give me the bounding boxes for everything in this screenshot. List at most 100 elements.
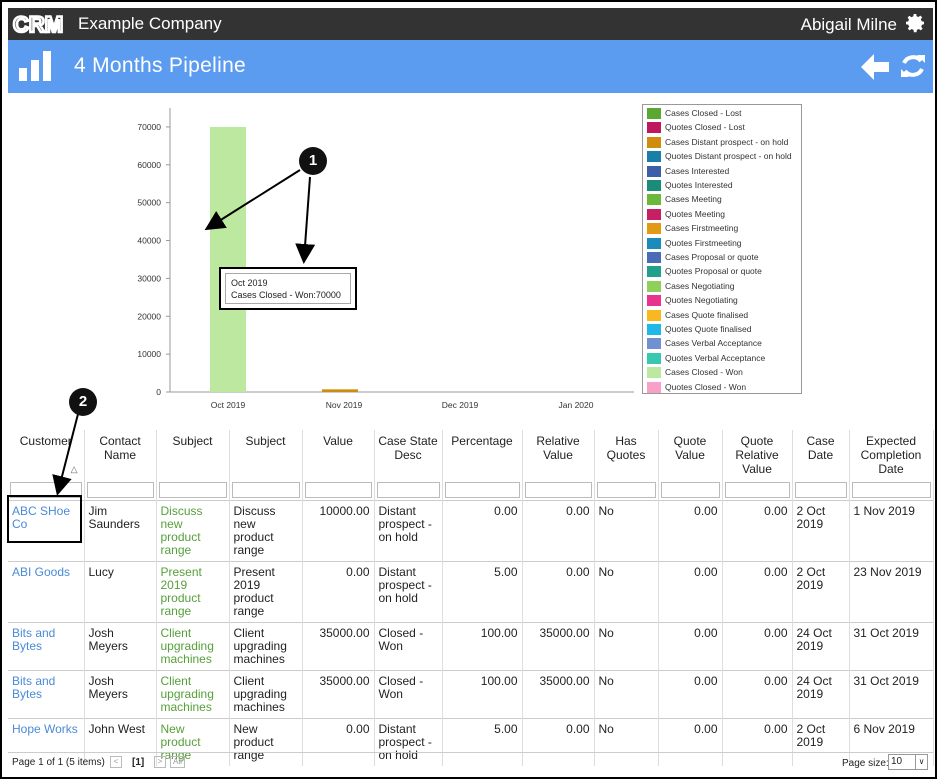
filter-input[interactable] [524, 482, 592, 498]
filter-input[interactable] [596, 482, 656, 498]
pager-all-button[interactable]: All [170, 756, 185, 768]
chevron-down-icon: ∨ [915, 755, 927, 769]
table-row[interactable]: Hope Works John West New product range New … [8, 718, 934, 766]
percentage-cell: 5.00 [442, 718, 523, 766]
has-quotes-cell: No [594, 670, 659, 719]
page-size-select[interactable]: 10 ∨ [888, 754, 928, 770]
column-header[interactable]: Percentage [442, 430, 523, 480]
case-state: Closed - Won [374, 622, 443, 671]
customer-link-text[interactable]: ABC SHoe Co [12, 504, 71, 531]
customer-link[interactable]: Hope Works [8, 718, 85, 766]
legend-swatch [647, 180, 661, 191]
subject-link-text[interactable]: Present 2019 product range [160, 565, 202, 618]
filter-input[interactable] [231, 482, 300, 498]
grid-footer: Page 1 of 1 (5 items) < [1] > All Page s… [8, 752, 933, 772]
filter-input[interactable] [158, 482, 227, 498]
subject-link[interactable]: New product range [156, 718, 230, 766]
subject-link[interactable]: Client upgrading machines [156, 670, 230, 719]
relative-value-cell: 0.00 [522, 500, 595, 562]
customer-link-text[interactable]: ABI Goods [12, 565, 71, 579]
pager-next-button[interactable]: > [154, 756, 166, 768]
column-header[interactable]: Expected Completion Date [849, 430, 934, 480]
contact-name: Josh Meyers [84, 670, 157, 719]
subject-link-text[interactable]: Client upgrading machines [160, 626, 214, 666]
filter-input[interactable] [86, 482, 154, 498]
subject-link[interactable]: Discuss new product range [156, 500, 230, 562]
customer-link-text[interactable]: Bits and Bytes [12, 674, 56, 701]
filter-input[interactable] [851, 482, 931, 498]
legend-swatch [647, 151, 661, 163]
user-name[interactable]: Abigail Milne [800, 15, 897, 34]
subject-link[interactable]: Client upgrading machines [156, 622, 230, 671]
column-header[interactable]: Customer △ [8, 430, 85, 480]
case-state: Distant prospect - on hold [374, 718, 443, 766]
subject-link-text[interactable]: New product range [160, 722, 201, 762]
customer-link[interactable]: ABI Goods [8, 561, 85, 623]
subject-link[interactable]: Present 2019 product range [156, 561, 230, 623]
table-row[interactable]: Bits and Bytes Josh Meyers Client upgradin… [8, 622, 934, 671]
table-row[interactable]: Bits and Bytes Josh Meyers Client upgradin… [8, 670, 934, 719]
column-header[interactable]: Value [302, 430, 375, 480]
refresh-icon[interactable] [899, 52, 927, 80]
case-date-cell: 2 Oct 2019 [792, 718, 850, 766]
highlight-box [7, 495, 82, 543]
legend-swatch [647, 367, 661, 379]
customer-link-text[interactable]: Bits and Bytes [12, 626, 56, 653]
filter-input[interactable] [724, 482, 790, 498]
column-header[interactable]: Has Quotes [594, 430, 659, 480]
filter-cell [849, 480, 934, 501]
page-size-label: Page size: [842, 758, 889, 769]
y-tick-label: 10000 [137, 349, 161, 359]
column-header[interactable]: Relative Value [522, 430, 595, 480]
value-cell: 0.00 [302, 718, 375, 766]
x-tick-label: Jan 2020 [559, 400, 594, 410]
filter-input[interactable] [376, 482, 440, 498]
quote-relative-value-cell: 0.00 [722, 622, 793, 671]
legend-swatch [647, 122, 661, 134]
filter-input[interactable] [444, 482, 520, 498]
subject-link-text[interactable]: Discuss new product range [160, 504, 203, 557]
table-row[interactable]: ABI Goods Lucy Present 2019 product range P… [8, 561, 934, 623]
quote-value-cell: 0.00 [658, 500, 723, 562]
customer-link-text[interactable]: Hope Works [12, 722, 78, 736]
column-header[interactable]: Subject [229, 430, 303, 480]
subject-text: Discuss new product range [229, 500, 303, 562]
column-header[interactable]: Quote Value [658, 430, 723, 480]
grid-header-row: Customer △ Contact Name Subject Subject Value… [8, 430, 934, 480]
has-quotes-cell: No [594, 622, 659, 671]
has-quotes-cell: No [594, 561, 659, 623]
customer-link[interactable]: Bits and Bytes [8, 670, 85, 719]
bar[interactable] [322, 389, 358, 392]
column-header-label: Relative Value [536, 434, 580, 462]
customer-link[interactable]: Bits and Bytes [8, 622, 85, 671]
customer-link[interactable]: ABC SHoe Co [8, 500, 85, 562]
bar[interactable] [210, 126, 246, 392]
filter-input[interactable] [660, 482, 720, 498]
filter-input[interactable] [794, 482, 847, 498]
filter-input[interactable] [304, 482, 372, 498]
y-tick-label: 0 [156, 387, 161, 397]
table-row[interactable]: ABC SHoe Co Jim Saunders Discuss new produ… [8, 500, 934, 562]
page-size-value: 10 [891, 756, 903, 767]
relative-value-cell: 35000.00 [522, 670, 595, 719]
subject-text: Client upgrading machines [229, 622, 303, 671]
column-header-label: Value [323, 434, 353, 448]
arrow-left-icon[interactable] [859, 52, 891, 82]
gear-icon[interactable] [903, 11, 927, 35]
contact-name: John West [84, 718, 157, 766]
column-header[interactable]: Case State Desc [374, 430, 443, 480]
subject-link-text[interactable]: Client upgrading machines [160, 674, 214, 714]
expected-completion-date-cell: 23 Nov 2019 [849, 561, 934, 623]
x-tick-label: Oct 2019 [211, 400, 246, 410]
column-header[interactable]: Contact Name [84, 430, 157, 480]
column-header-label: Case State Desc [378, 434, 438, 462]
page-title: 4 Months Pipeline [74, 54, 247, 77]
column-header[interactable]: Subject [156, 430, 230, 480]
legend-label: Quotes Meeting [665, 208, 726, 219]
column-header[interactable]: Case Date [792, 430, 850, 480]
column-header[interactable]: Quote Relative Value [722, 430, 793, 480]
sort-ascending-icon[interactable]: △ [70, 464, 78, 474]
legend-swatch [647, 208, 661, 220]
pager-prev-button[interactable]: < [110, 756, 122, 768]
legend-label: Quotes Firstmeeting [665, 237, 742, 248]
